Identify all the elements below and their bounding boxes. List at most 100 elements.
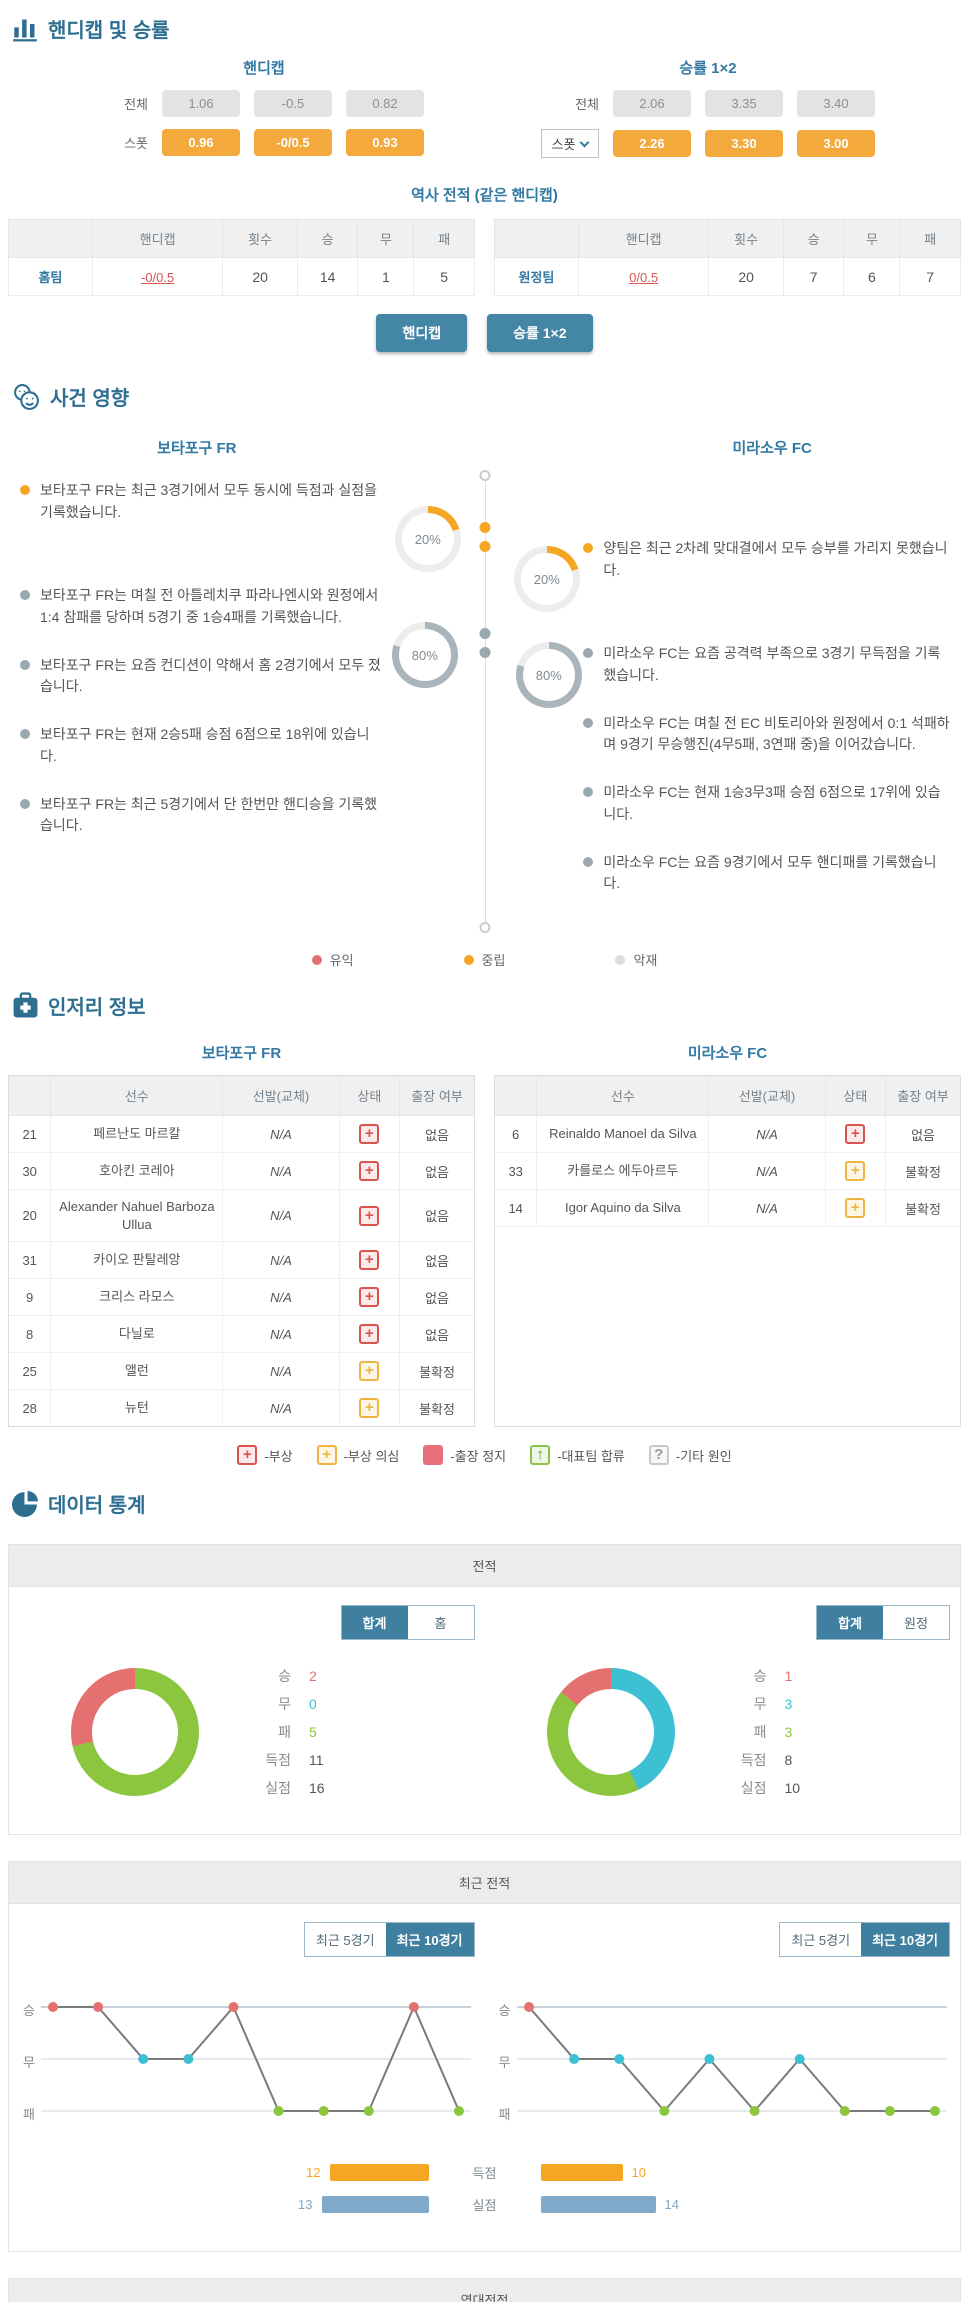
- avail-value: 없음: [399, 1278, 474, 1317]
- odds-value[interactable]: 0.96: [162, 129, 240, 156]
- status-icon: [359, 1398, 380, 1419]
- gauge-value: 80%: [411, 647, 438, 663]
- toggle-total[interactable]: 합계: [341, 1606, 408, 1639]
- draw-count: 3: [784, 1696, 793, 1712]
- win-count: 2: [309, 1668, 317, 1684]
- bullet-icon: [583, 717, 594, 728]
- winrate-total-row: 전체 2.06 3.35 3.40: [541, 90, 875, 117]
- odds-value: 0.82: [346, 90, 424, 117]
- winrate-button[interactable]: 승률 1×2: [487, 314, 593, 352]
- section-title: 데이터 통계: [48, 1495, 146, 1517]
- conceded-count: 16: [309, 1780, 325, 1796]
- list-item: 미라소우 FC는 요즘 9경기에서 모두 핸디패를 기록했습니다.: [583, 852, 951, 895]
- conceded-row: 13 실점 14: [9, 2195, 960, 2214]
- player-name: 호아킨 코레아: [50, 1152, 224, 1190]
- odds-value[interactable]: 3.00: [797, 130, 875, 157]
- injury-icon: [237, 1445, 258, 1465]
- faces-icon: [14, 383, 39, 410]
- section-title: 인저리 정보: [48, 997, 146, 1019]
- handicap-odds-title: 핸디캡: [243, 60, 285, 77]
- handicap-total-row: 전체 1.06 -0.5 0.82: [104, 90, 424, 117]
- col-loss: 패: [899, 219, 961, 258]
- col-player: 선수: [50, 1076, 224, 1116]
- bullet-icon: [583, 543, 594, 553]
- team-label: 원정팀: [494, 257, 579, 296]
- toggle-home[interactable]: 홈: [407, 1606, 474, 1639]
- winrate-odds-group: 승률 1×2 전체 2.06 3.35 3.40 스폿 2.26 3.30 3.…: [541, 57, 875, 170]
- panel-title: 역대전적: [9, 2279, 960, 2302]
- status-icon: [359, 1324, 380, 1345]
- handicap-button[interactable]: 핸디캡: [376, 314, 468, 352]
- bullet-icon: [583, 648, 594, 659]
- legend-item: -대표팀 합류: [530, 1445, 625, 1465]
- odds-value[interactable]: 2.26: [613, 130, 691, 157]
- odds-value: 1.06: [162, 90, 240, 117]
- scored-count: 8: [784, 1752, 793, 1768]
- y-axis-labels: 승 무 패: [498, 2003, 511, 2122]
- injury-section-header: 인저리 정보: [12, 991, 961, 1020]
- section-title: 핸디캡 및 승률: [48, 20, 170, 42]
- col-status: 상태: [338, 1076, 401, 1116]
- toggle-last10[interactable]: 최근 10경기: [861, 1923, 949, 1956]
- col-count: 횟수: [222, 219, 298, 258]
- toggle-total[interactable]: 합계: [817, 1606, 883, 1639]
- toggle-last5[interactable]: 최근 5경기: [780, 1923, 862, 1956]
- toggle-last5[interactable]: 최근 5경기: [304, 1923, 386, 1956]
- spot-select-dropdown[interactable]: 스폿: [541, 129, 599, 158]
- legend-dot-neutral: [463, 954, 474, 965]
- avail-value: 없음: [399, 1241, 474, 1280]
- col-win: 승: [782, 219, 845, 258]
- win-value: 14: [296, 257, 359, 296]
- odds-value[interactable]: 0.93: [346, 129, 424, 156]
- legend-item: 유익: [311, 950, 354, 969]
- home-scored-value: 12: [306, 2165, 321, 2180]
- timeline-dot-neutral: [479, 522, 491, 533]
- away-form-line: [516, 2002, 947, 2116]
- col-start: 선발(교체): [708, 1076, 826, 1116]
- col-avail: 출장 여부: [399, 1076, 474, 1116]
- player-name: Reinaldo Manoel da Silva: [536, 1115, 710, 1153]
- toggle-away[interactable]: 원정: [883, 1606, 949, 1639]
- home-adverse-gauge: 80%: [391, 622, 458, 688]
- player-name: Alexander Nahuel Barboza Ullua: [50, 1188, 224, 1243]
- odds-value[interactable]: -0/0.5: [254, 129, 332, 156]
- list-item: 미라소우 FC는 요즘 공격력 부족으로 3경기 무득점을 기록했습니다.: [583, 643, 951, 686]
- col-handicap: 핸디캡: [91, 219, 224, 258]
- goal-bars: 12 득점 10 13 실점: [9, 2163, 960, 2214]
- influence-legend: 유익 중립 악재: [8, 950, 961, 969]
- player-name: 페르난도 마르칼: [50, 1115, 224, 1153]
- avail-value: 없음: [399, 1115, 474, 1153]
- handicap-link[interactable]: -0/0.5: [140, 269, 175, 285]
- loss-count: 5: [309, 1724, 317, 1740]
- avail-value: 불확정: [885, 1189, 960, 1227]
- away-conceded-bar: [540, 2196, 656, 2213]
- h2h-panel: 역대전적 0% 승 100% 무 0% 패 0% 승 50% 무 50% 패: [8, 2278, 961, 2302]
- player-name: 카이오 판탈레앙: [50, 1241, 224, 1280]
- col-blank: [494, 219, 579, 258]
- home-conceded-value: 13: [298, 2197, 313, 2212]
- status-icon: [359, 1250, 380, 1271]
- away-team-name: 미라소우 FC: [732, 440, 812, 457]
- player-name: Igor Aquino da Silva: [536, 1189, 710, 1227]
- bullet-icon: [20, 659, 30, 670]
- national-team-icon: [530, 1445, 551, 1465]
- timeline-dot-neutral: [479, 541, 491, 552]
- toggle-last10[interactable]: 최근 10경기: [385, 1923, 474, 1956]
- panel-title: 전적: [9, 1545, 960, 1587]
- away-scored-bar: [540, 2164, 623, 2181]
- count-value: 20: [708, 257, 784, 296]
- handicap-link[interactable]: 0/0.5: [629, 269, 659, 285]
- event-team-headers: 보타포구 FR 미라소우 FC: [8, 437, 961, 458]
- conceded-label: 실점: [472, 2198, 497, 2213]
- scored-label: 득점: [472, 2166, 497, 2181]
- status-icon: [359, 1287, 380, 1308]
- odds-value[interactable]: 3.30: [705, 130, 783, 157]
